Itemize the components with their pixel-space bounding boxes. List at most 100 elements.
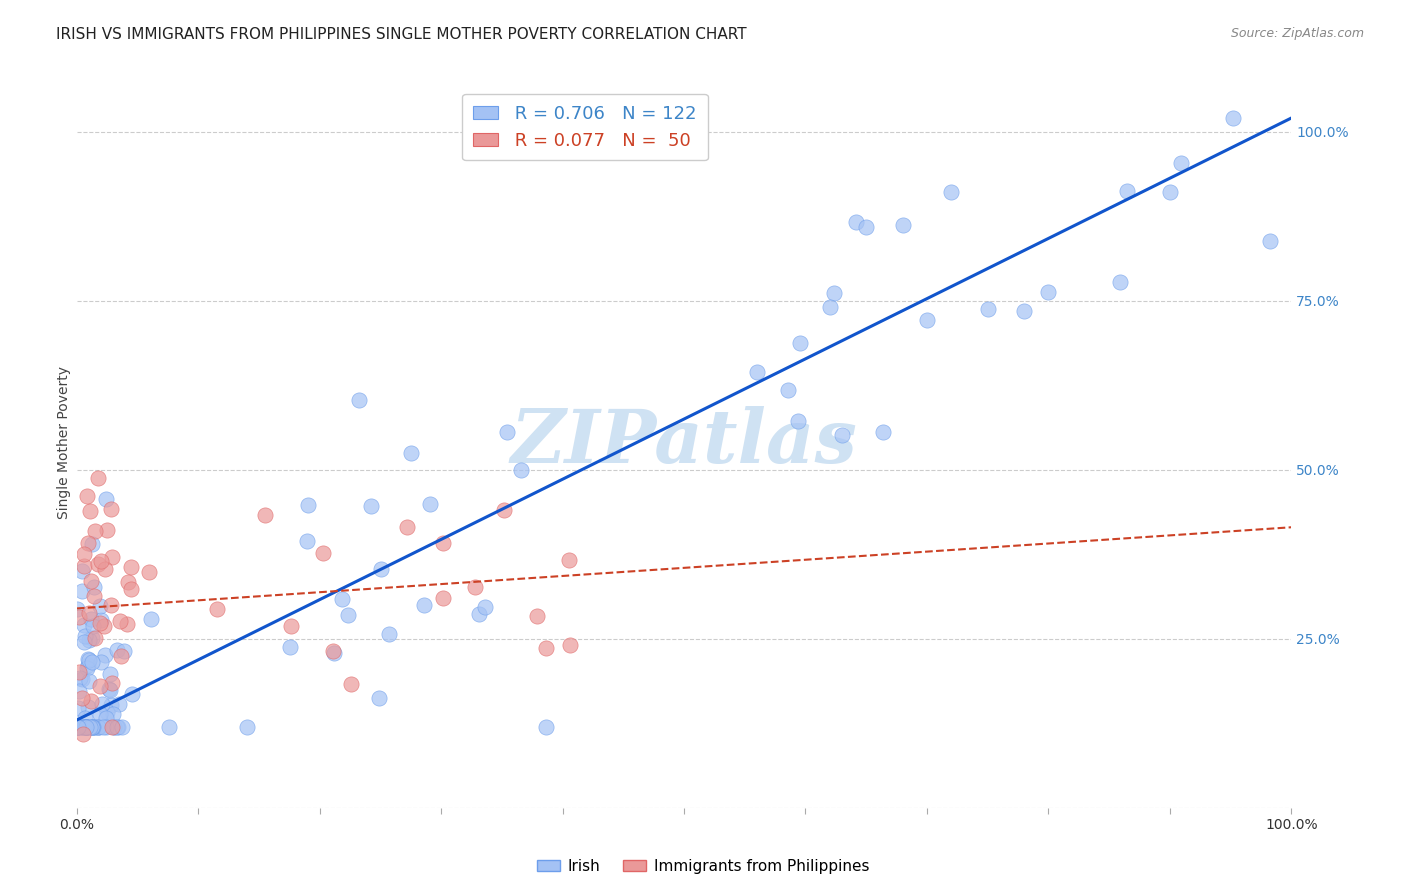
Point [66,720,89,734]
Point [94,492,117,507]
Point [101,676,124,690]
Point [89,599,111,614]
Text: ZIPatlas: ZIPatlas [510,407,858,479]
Point [94,648,117,662]
Point [84,632,107,646]
Point [323,646,346,660]
Point [432,591,454,605]
Point [75,720,97,734]
Point [89,615,111,630]
Point [73,558,96,573]
Point [396,519,419,533]
Point [76,661,98,675]
Point [1038,285,1060,300]
Point [399,445,422,459]
Point [82,618,104,632]
Point [73,720,96,734]
Point [121,687,143,701]
Point [101,706,124,721]
Point [73,629,96,643]
Point [872,425,894,439]
Point [855,220,877,235]
Point [1159,185,1181,199]
Point [108,614,131,628]
Point [77,606,100,620]
Point [105,720,128,734]
Point [66,720,89,734]
Point [87,558,110,572]
Point [73,547,96,561]
Point [1258,234,1281,248]
Point [73,711,96,725]
Point [76,489,98,503]
Point [89,707,111,722]
Point [79,612,101,626]
Point [322,644,344,658]
Point [412,598,434,612]
Point [83,720,105,734]
Point [89,720,111,734]
Point [84,524,107,538]
Point [103,720,125,734]
Point [103,720,125,734]
Point [280,618,302,632]
Point [337,607,360,622]
Point [70,720,93,734]
Point [72,727,94,741]
Point [70,672,93,686]
Point [89,680,111,694]
Point [73,719,96,733]
Point [80,655,103,669]
Point [1222,111,1244,125]
Point [1170,156,1192,170]
Point [976,302,998,317]
Point [67,684,90,698]
Point [79,720,101,734]
Point [70,720,93,734]
Point [82,720,104,734]
Point [83,720,105,734]
Point [297,498,319,512]
Point [1108,275,1130,289]
Point [534,720,557,734]
Point [295,534,318,549]
Point [823,285,845,300]
Point [66,720,89,734]
Point [941,186,963,200]
Point [101,719,124,733]
Point [76,720,98,734]
Point [86,720,108,734]
Point [77,632,100,647]
Point [112,644,135,658]
Point [207,601,229,615]
Point [66,720,89,734]
Point [120,559,142,574]
Point [778,383,800,397]
Point [72,617,94,632]
Point [845,214,868,228]
Point [100,698,122,712]
Point [80,720,103,734]
Point [347,393,370,408]
Point [96,705,118,719]
Point [138,566,160,580]
Point [100,598,122,612]
Point [110,720,132,734]
Point [492,503,515,517]
Point [90,655,112,669]
Point [94,720,117,734]
Point [77,673,100,688]
Point [368,691,391,706]
Point [117,575,139,590]
Legend:  R = 0.706   N = 122,  R = 0.077   N =  50: R = 0.706 N = 122, R = 0.077 N = 50 [463,94,707,161]
Point [67,701,90,715]
Point [1012,304,1035,318]
Point [370,562,392,576]
Point [73,635,96,649]
Point [464,580,486,594]
Point [90,554,112,568]
Point [70,690,93,705]
Point [526,609,548,624]
Point [98,667,121,681]
Point [77,699,100,714]
